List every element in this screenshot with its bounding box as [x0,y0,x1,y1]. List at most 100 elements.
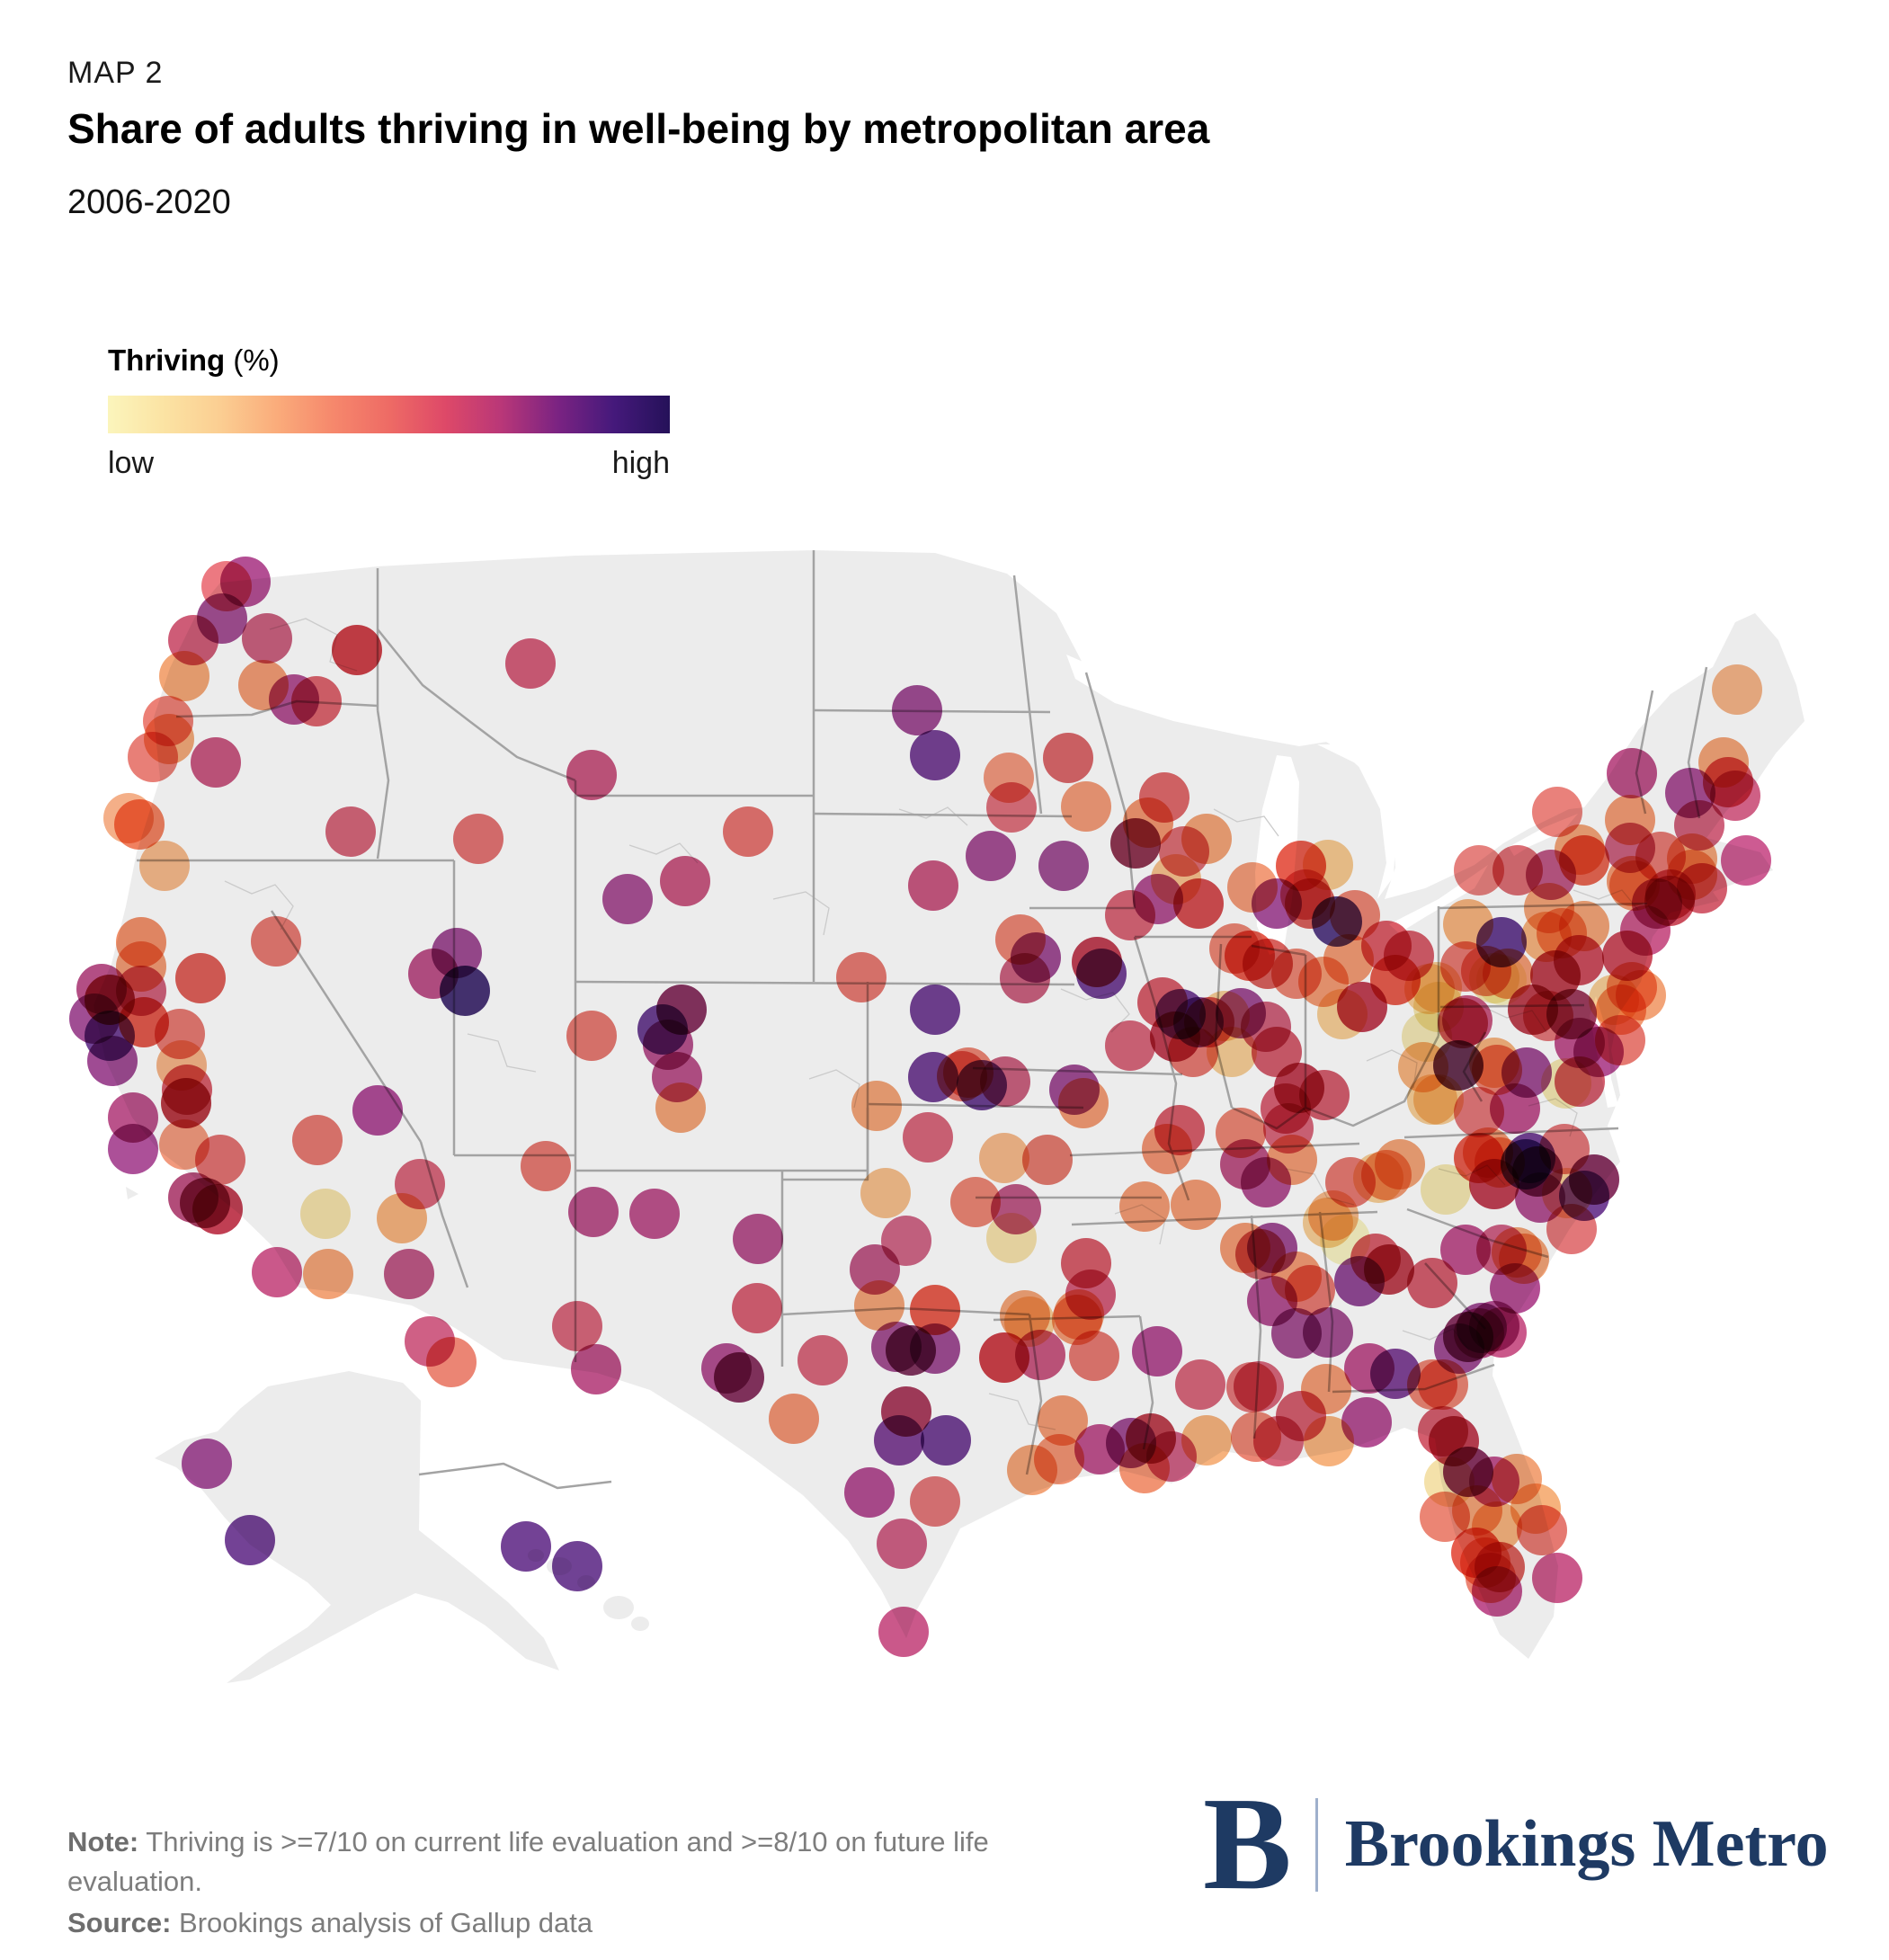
metro-dot [966,831,1016,881]
metro-dot [191,737,241,788]
metro-dot [571,1344,621,1394]
legend-high-label: high [611,446,670,480]
metro-dot [1303,1198,1353,1248]
date-range-subtitle: 2006-2020 [67,183,231,221]
metro-dot [128,732,178,782]
brookings-metro-logo: B Brookings Metro [1203,1770,1829,1918]
metro-dot [1022,1135,1073,1185]
metro-dot [1252,1027,1302,1077]
metro-dot [291,676,342,726]
metro-dot [860,1168,911,1218]
metro-dot [1721,835,1771,886]
metro-dot [1710,771,1760,821]
metro-dot [1043,733,1093,783]
metro-dot [986,1213,1037,1263]
metro-dot [1304,1416,1354,1466]
metro-dot [1413,1074,1464,1125]
metro-dot [87,1036,138,1086]
metro-dot [325,806,376,857]
metro-dot [1341,1397,1392,1448]
metro-dot [877,1519,927,1569]
metro-dot [108,1124,158,1174]
metro-dot [568,1187,619,1237]
metro-dot [723,806,773,857]
metro-dot [1175,1359,1225,1410]
metro-dot [1517,1505,1567,1555]
metro-dot [1069,1331,1119,1381]
note-body: Thriving is >=7/10 on current life evalu… [67,1826,989,1898]
metro-dot [1412,962,1462,1012]
metro-dot [1110,818,1161,869]
brookings-b-mark: B [1203,1770,1292,1918]
metro-dot [225,1515,275,1565]
metro-dot [908,860,958,911]
metro-dot [182,1439,232,1489]
metro-dot [1532,1553,1582,1603]
metro-dot [1361,1150,1412,1200]
metro-dot [1323,934,1374,984]
metro-dot [910,1285,960,1335]
metro-dot [352,1085,403,1136]
metro-dot [1076,949,1127,999]
metro-dot [910,1323,960,1374]
metro-dot [1299,1070,1350,1120]
metro-dot [1616,970,1666,1020]
legend-title: Thriving (%) [108,343,280,378]
metro-dot [1173,878,1224,929]
metro-dot [878,1607,929,1657]
metro-dot [220,557,271,607]
metro-dot [1330,890,1380,940]
metro-dot [1490,1083,1540,1134]
metro-dot [602,874,653,924]
metro-dot [874,1415,924,1466]
metro-dot [303,1249,353,1299]
metro-dot [1181,814,1232,864]
channel-island [126,1187,138,1199]
lake-superior [1066,655,1332,746]
metro-dot [252,1247,302,1297]
metro-dot [701,1343,752,1394]
metro-dot [1058,1078,1109,1128]
metro-dot [505,638,556,689]
metro-dot [937,1051,987,1101]
metro-dot [139,841,190,891]
metro-dot [854,1280,904,1331]
metro-dot [1418,1359,1468,1410]
metro-dot [979,1332,1029,1383]
metro-dot [1119,1181,1170,1232]
metro-dot [300,1189,351,1239]
metro-dot [1440,1225,1491,1275]
metro-dot [1532,787,1582,837]
metro-dot [769,1394,819,1444]
metro-dot [1442,995,1492,1046]
metro-dot [1712,664,1762,715]
metro-dot [1038,1395,1088,1446]
metro-dot [1004,1296,1055,1347]
metro-dot [1267,1135,1317,1185]
metro-dot [1280,869,1331,920]
metro-dot [1132,1326,1182,1376]
metro-dot [1317,989,1368,1039]
metro-dot [836,952,887,1002]
metro-dots-layer [69,557,1771,1657]
legend-title-bold: Thriving [108,343,226,377]
metro-dot [921,1415,971,1466]
metro-dot [242,613,292,664]
source-body: Brookings analysis of Gallup data [171,1907,593,1938]
metro-dot [1472,1566,1522,1617]
metro-dot [251,916,301,967]
metro-dot [377,1193,427,1243]
metro-dot [732,1283,782,1333]
metro-dot [552,1541,602,1591]
metro-dot [1483,949,1533,999]
source-text: Source: Brookings analysis of Gallup dat… [67,1907,1056,1939]
metro-dot [1546,989,1597,1039]
metro-dot [192,1184,243,1234]
metro-dot [1142,1124,1192,1174]
metro-dot [521,1141,571,1191]
metro-dot [980,1056,1030,1107]
metro-dot [1061,781,1111,832]
metro-dot [1105,1020,1155,1071]
metro-dot [1350,1234,1401,1284]
